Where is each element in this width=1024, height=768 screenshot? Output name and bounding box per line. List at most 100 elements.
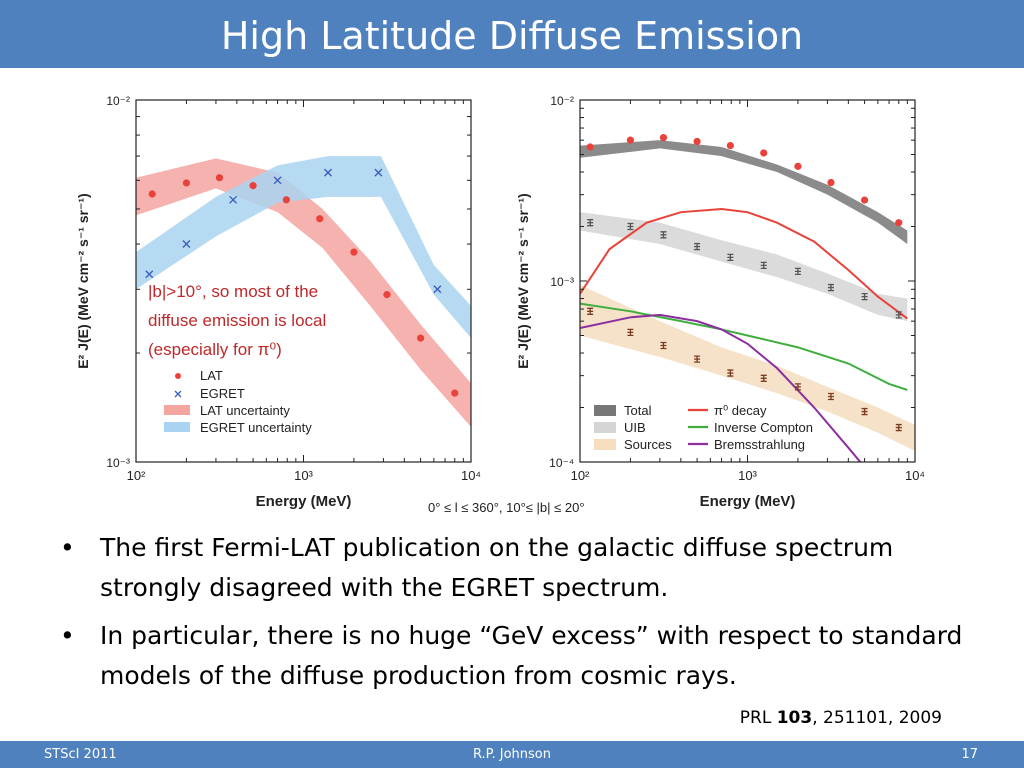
legend-label: EGRET [200,386,245,401]
point-lat-data [860,196,869,204]
point-uib-data [627,222,634,231]
point-sources-data [895,423,902,432]
band-total [580,140,908,245]
point-sources-data [727,369,734,377]
x-tick-label: 10³ [738,468,757,483]
point-egret [323,168,332,177]
point-lat [451,389,459,397]
legend-swatch-total [594,405,616,416]
bullet-text: The first Fermi-LAT publication on the g… [100,533,894,602]
point-lat [182,179,191,187]
point-sources-data [794,383,801,391]
point-egret [182,240,191,249]
point-lat [249,182,257,190]
x-axis-label: Energy (MeV) [256,493,352,510]
bullet-symbol: • [60,621,75,650]
point-lat-data [586,143,594,151]
point-lat [282,196,290,204]
slide-title: High Latitude Diffuse Emission [220,14,804,58]
point-lat [316,215,324,223]
point-uib-data [760,261,767,270]
band-sources [580,285,915,452]
bullet-list: • The first Fermi-LAT publication on the … [60,528,990,704]
citation: PRL 103, 251101, 2009 [740,708,942,728]
legend-symbol-lat [175,373,181,379]
point-lat [383,291,391,299]
point-uib-data [827,283,834,292]
legend-label: Bremsstrahlung [714,437,805,452]
point-egret [273,176,282,185]
plot-area [580,133,915,462]
footer-page-number: 17 [961,747,978,762]
footer-bar: STScI 2011 R.P. Johnson 17 [0,741,1024,768]
x-tick-label: 10⁴ [461,468,481,483]
legend-label: UIB [624,420,646,435]
point-sources-data [627,328,634,337]
citation-volume: 103 [776,708,813,728]
point-lat [416,334,425,342]
x-tick-label: 10² [571,468,590,483]
line-decay [580,207,908,320]
y-tick-label: 10⁻³ [106,456,130,470]
annotation-line: |b|>10°, so most of the [148,282,318,301]
bullet-text: In particular, there is no huge “GeV exc… [100,621,963,690]
band-lat-uncertainty [136,158,471,427]
point-egret [229,195,238,204]
citation-prefix: PRL [739,708,777,728]
band-uib [580,212,908,322]
x-tick-label: 10³ [294,468,313,483]
chart-lat-vs-egret: 10² 10³ 10⁴ 10⁻³ 10⁻² Energy (MeV) E² J(E) (Me… [75,94,481,510]
point-uib-data [694,242,701,251]
point-uib-data [861,292,868,301]
legend-swatch-lat-uncertainty [164,405,190,415]
y-tick-label: 10⁻³ [550,275,574,289]
annotation-line: diffuse emission is local [148,311,326,330]
point-lat-data [794,162,802,170]
citation-suffix: , 251101, 2009 [812,708,942,728]
x-tick-label: 10² [127,468,146,483]
x-axis-label: Energy (MeV) [700,493,796,510]
point-lat-data [760,149,768,157]
point-uib-data [794,267,801,276]
line-bremsstrahlung [580,313,862,462]
point-lat-data [895,219,903,227]
point-lat-data [626,136,635,144]
legend-label: LAT uncertainty [200,403,290,418]
point-sources-data [861,407,868,416]
y-tick-label: 10⁻² [106,94,130,108]
legend-label: Total [624,403,652,418]
point-sources-data [587,307,594,315]
figure: 10² 10³ 10⁴ 10⁻³ 10⁻² Energy (MeV) E² J(E) (Me… [68,80,930,520]
line-inverse-compton [580,302,908,391]
point-lat-data [693,137,701,146]
legend-label: Sources [624,437,672,452]
chart-model-components: 10² 10³ 10⁴ 10⁻⁴ 10⁻³ 10⁻² Energy (MeV) E² J(E)… [428,94,925,515]
y-axis-label: E² J(E) (MeV cm⁻² s⁻¹ sr⁻¹) [75,193,91,368]
point-egret [433,285,442,294]
point-lat-data [726,141,734,150]
legend-label: LAT [200,368,223,383]
point-uib-data [587,219,594,227]
footer-author: R.P. Johnson [472,747,551,762]
point-lat [350,248,358,256]
point-sources-data [760,374,767,382]
bullet-item: • In particular, there is no huge “GeV ex… [60,616,990,696]
bullet-item: • The first Fermi-LAT publication on the … [60,528,990,608]
annotation-line: (especially for π⁰) [148,340,282,359]
legend-label: Inverse Compton [714,420,813,435]
point-sources-data [660,341,667,350]
x-tick-label: 10⁴ [905,468,925,483]
point-uib-data [895,311,902,319]
point-egret [374,168,383,177]
legend-label: π⁰ decay [714,403,767,418]
band-egret-uncertainty [136,156,471,339]
point-sources-data [694,355,701,363]
point-lat [148,190,156,198]
point-uib-data [727,253,734,262]
legend-swatch-uib [594,422,616,433]
legend-label: EGRET uncertainty [200,420,312,435]
bullet-symbol: • [60,533,75,562]
point-sources-data [827,392,834,401]
point-uib-data [660,231,667,239]
point-egret [145,270,154,279]
